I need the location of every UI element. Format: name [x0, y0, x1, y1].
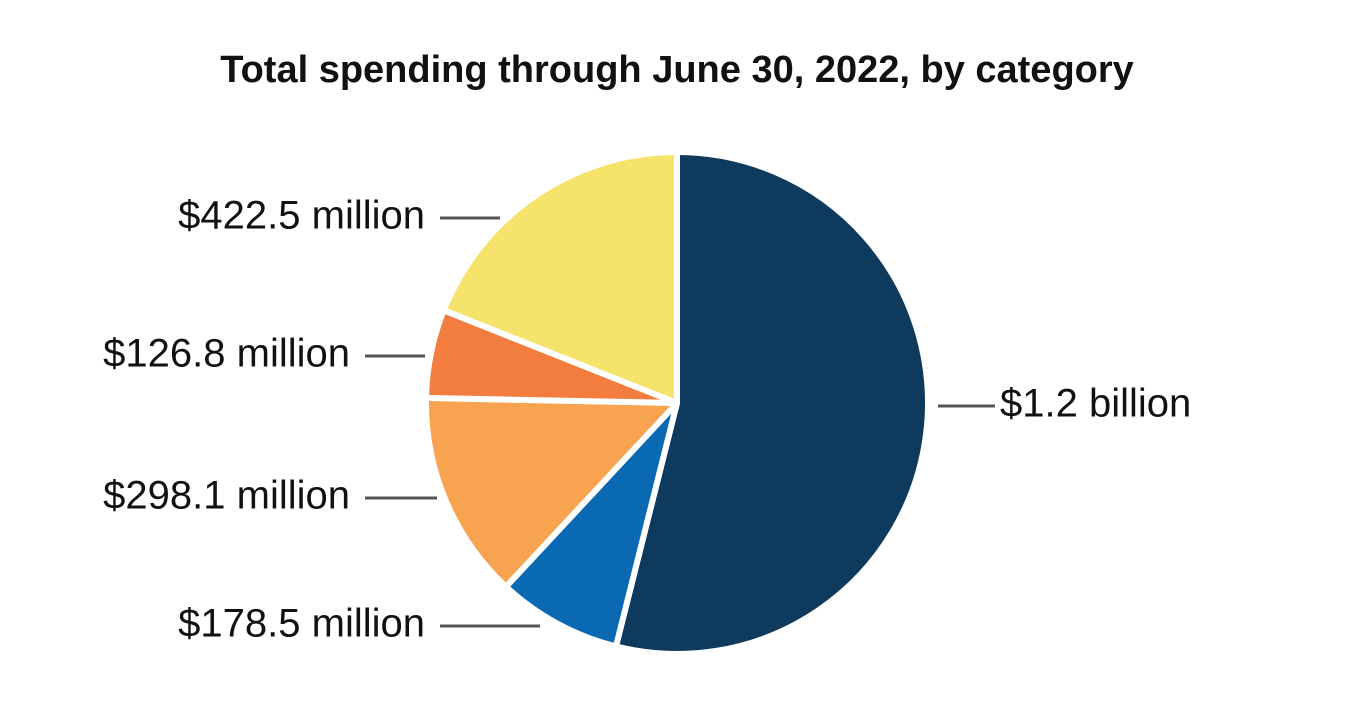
chart-title: Total spending through June 30, 2022, by…	[220, 49, 1134, 91]
pie-slice	[440, 149, 680, 406]
pie-slice	[612, 149, 931, 657]
slice-label: $422.5 million	[178, 194, 425, 238]
slice-label: $1.2 billion	[1000, 382, 1191, 426]
slice-label: $178.5 million	[178, 602, 425, 646]
pie-slice	[423, 394, 680, 590]
slice-label: $298.1 million	[103, 474, 350, 518]
slice-label: $126.8 million	[103, 332, 350, 376]
pie-slice	[502, 400, 680, 650]
